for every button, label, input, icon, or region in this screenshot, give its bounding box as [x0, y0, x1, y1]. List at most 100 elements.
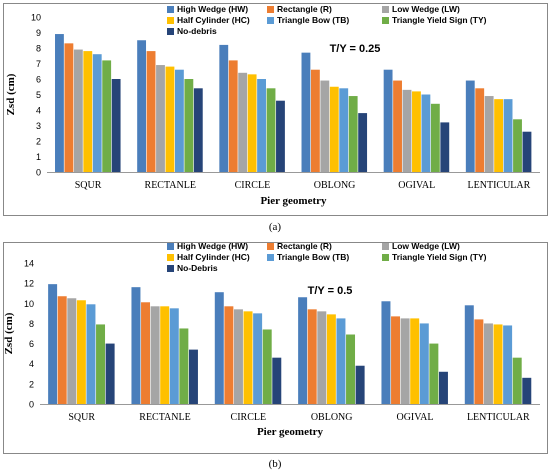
bar — [214, 292, 224, 404]
bar — [440, 122, 450, 172]
bar — [419, 323, 429, 404]
bar — [503, 325, 513, 404]
bars — [55, 34, 532, 173]
panel-label-b: (b) — [268, 458, 282, 470]
y-tick-label: 4 — [36, 106, 41, 116]
chart-panel-b: 0 2 4 6 8 10 12 14 SQUR RECTANLE CIRCLE OBLONG OGIVA… — [0, 239, 550, 456]
ratio-annotation: T/Y = 0.5 — [308, 285, 353, 297]
legend-swatch — [382, 6, 389, 13]
chart-panel-a: 0 1 2 3 4 5 6 7 8 9 10 SQUR RECTANLE CIRCLE OBLONG OGIV… — [0, 0, 550, 220]
y-axis: 0 2 4 6 8 10 12 14 — [24, 259, 34, 410]
bar — [329, 86, 339, 172]
y-tick-label: 12 — [24, 279, 34, 289]
y-tick-label: 5 — [36, 90, 41, 100]
y-tick-label: 2 — [29, 379, 34, 389]
y-tick-label: 6 — [29, 339, 34, 349]
bar — [298, 297, 308, 404]
bar — [348, 96, 358, 172]
bar — [224, 306, 234, 404]
legend-swatch — [167, 254, 174, 261]
bar — [464, 305, 474, 404]
bar — [503, 99, 513, 172]
bar — [410, 318, 420, 404]
x-tick-label: LENTICULAR — [467, 412, 530, 423]
bar — [336, 318, 346, 404]
y-tick-label: 0 — [36, 168, 41, 178]
x-axis-title: Pier geometry — [257, 426, 324, 438]
y-axis-title: Zsd (cm) — [3, 312, 15, 354]
y-tick-label: 8 — [29, 319, 34, 329]
y-tick-label: 10 — [31, 13, 41, 23]
bar — [310, 69, 320, 172]
bar — [494, 99, 504, 172]
y-tick-label: 6 — [36, 75, 41, 85]
legend-swatch — [267, 254, 274, 261]
y-axis-title: Zsd (cm) — [5, 73, 17, 115]
bar — [174, 69, 184, 172]
bar — [320, 80, 330, 172]
y-tick-label: 14 — [24, 259, 34, 269]
y-tick-label: 3 — [36, 121, 41, 131]
bar — [266, 88, 276, 172]
bar — [243, 311, 253, 404]
bar — [141, 302, 151, 404]
legend-entry: Triangle Yield Sign (TY) — [392, 15, 487, 25]
x-axis-title: Pier geometry — [260, 195, 327, 207]
legend-swatch — [167, 265, 174, 272]
bar — [438, 371, 448, 404]
bar — [474, 319, 484, 404]
x-tick-label: OGIVAL — [398, 180, 435, 191]
x-tick-label: LENTICULAR — [468, 180, 531, 191]
panel-label-a: (a) — [268, 221, 282, 233]
x-tick-label: SQUR — [68, 412, 95, 423]
bar — [96, 324, 106, 404]
bar — [391, 316, 401, 404]
bar — [522, 131, 532, 172]
legend-entry: Low Wedge (LW) — [392, 241, 460, 251]
legend-swatch — [267, 17, 274, 24]
bar — [92, 54, 102, 173]
bar — [358, 113, 368, 172]
bar — [465, 80, 475, 172]
bar — [430, 103, 440, 172]
bar — [238, 72, 248, 172]
legend-swatch — [167, 28, 174, 35]
bar — [355, 365, 365, 404]
legend-swatch — [167, 17, 174, 24]
y-tick-label: 10 — [24, 299, 34, 309]
bar — [228, 60, 238, 172]
bar — [483, 323, 493, 404]
bar — [165, 66, 175, 172]
bar — [111, 79, 121, 172]
x-tick-label: OGIVAL — [396, 412, 433, 423]
legend-entry: Rectangle (R) — [277, 4, 332, 14]
bar — [73, 49, 83, 172]
bar — [522, 377, 532, 404]
legend: High Wedge (HW) Rectangle (R) Low Wedge (L… — [167, 241, 487, 273]
bar — [475, 88, 485, 172]
bar — [160, 306, 170, 404]
bar-chart-b: 0 2 4 6 8 10 12 14 SQUR RECTANLE CIRCLE OBLONG OGIVA… — [3, 241, 548, 454]
bar — [156, 65, 165, 172]
y-tick-label: 1 — [36, 152, 41, 162]
bar — [513, 119, 522, 172]
bar — [326, 314, 336, 404]
bar — [137, 40, 147, 172]
bar — [169, 308, 179, 404]
bar — [421, 94, 431, 172]
bar — [262, 329, 272, 404]
y-tick-label: 7 — [36, 59, 41, 69]
legend-swatch — [382, 254, 389, 261]
legend-entry: Triangle Yield Sign (TY) — [392, 252, 487, 262]
bar — [272, 357, 282, 404]
legend-swatch — [382, 17, 389, 24]
legend-entry: Low Wedge (LW) — [392, 4, 460, 14]
legend-swatch — [382, 243, 389, 250]
y-tick-label: 4 — [29, 359, 34, 369]
bar — [484, 96, 494, 172]
bar — [393, 80, 402, 172]
legend-swatch — [267, 6, 274, 13]
bar — [317, 311, 327, 404]
bar — [400, 318, 410, 404]
bar — [307, 309, 317, 404]
